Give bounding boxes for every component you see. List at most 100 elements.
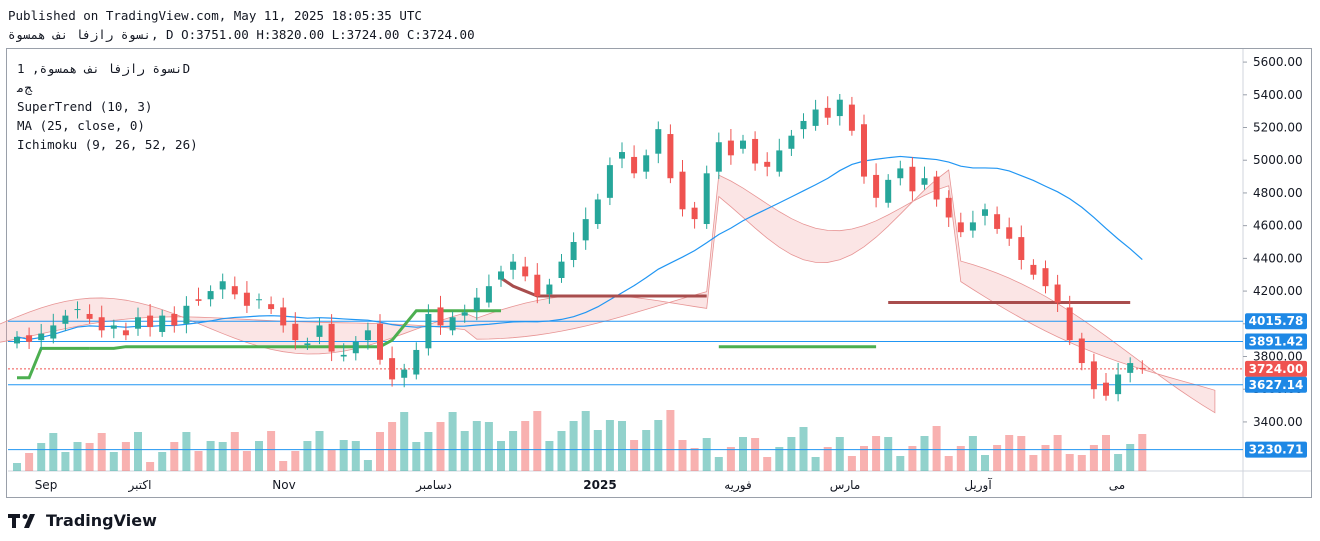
- time-axis-label: آوريل: [964, 477, 992, 493]
- candle-body: [582, 219, 589, 241]
- volume-bar: [424, 432, 433, 471]
- candle-body: [159, 315, 166, 332]
- candle-body: [1103, 382, 1109, 396]
- candle-body: [122, 330, 129, 336]
- chart-frame[interactable]: [6, 48, 1312, 498]
- volume-bar: [896, 456, 905, 471]
- volume-bar: [1114, 454, 1123, 471]
- candle-body: [74, 309, 81, 311]
- price-label-text: 3230.71: [1249, 443, 1304, 457]
- volume-bar: [581, 411, 590, 471]
- candle-body: [62, 315, 69, 324]
- legend-ichimoku[interactable]: Ichimoku (9, 26, 52, 26): [17, 137, 198, 152]
- candle-body: [861, 124, 867, 177]
- volume-bar: [388, 422, 397, 471]
- candle-body: [473, 297, 480, 311]
- volume-bar: [158, 452, 167, 471]
- price-axis: 3400.003600.003800.004000.004200.004400.…: [1243, 55, 1307, 458]
- price-tick-label: 5600.00: [1253, 55, 1303, 69]
- moving-average-line: [16, 155, 1143, 340]
- legend-symbol: نسوة رازفا نف همسوة, 1D: [17, 61, 191, 76]
- volume-bar: [61, 452, 70, 471]
- candle-body: [425, 313, 432, 349]
- volume-bar: [327, 450, 336, 471]
- candle-body: [110, 325, 117, 329]
- candle-body: [546, 284, 553, 295]
- volume-bar: [291, 451, 300, 471]
- legend-supertrend[interactable]: SuperTrend (10, 3): [17, 99, 153, 114]
- candle-body: [207, 291, 214, 300]
- candle-body: [969, 222, 976, 231]
- supertrend-segment: [17, 346, 90, 380]
- candle-body: [558, 261, 565, 278]
- candle-body: [1115, 374, 1122, 395]
- candle-body: [1066, 307, 1073, 341]
- candle-body: [534, 274, 541, 296]
- candle-body: [14, 336, 20, 344]
- tradingview-brand[interactable]: TradingView: [8, 511, 157, 530]
- volume-bar: [37, 443, 46, 471]
- time-axis-label: Sep: [35, 478, 58, 492]
- candle-body: [619, 152, 625, 159]
- volume-bar: [472, 421, 481, 471]
- volume-bar: [339, 440, 348, 471]
- volume-bar: [303, 441, 312, 471]
- volume-bar: [860, 446, 868, 471]
- candle-body: [510, 261, 517, 270]
- candle-body: [1018, 237, 1025, 260]
- candle-body: [437, 307, 444, 326]
- candle-body: [740, 140, 746, 149]
- volume-bar: [194, 451, 203, 471]
- volume-bar: [509, 431, 518, 471]
- candle-body: [268, 304, 275, 310]
- horizontal-levels: [8, 320, 1243, 451]
- candle-body: [195, 299, 202, 301]
- time-axis-label: مى: [1109, 478, 1125, 492]
- volume-bar: [932, 426, 941, 471]
- candle-body: [836, 99, 843, 117]
- candle-body: [401, 369, 408, 378]
- volume-bar: [993, 445, 1002, 471]
- time-axis-label: 2025: [583, 478, 616, 492]
- volume-bar: [230, 432, 239, 471]
- volume-bar: [436, 422, 445, 471]
- candle-body: [727, 140, 734, 156]
- volume-bar: [811, 457, 820, 471]
- volume-bar: [642, 430, 651, 471]
- volume-bar: [1077, 455, 1086, 471]
- candle-body: [667, 134, 674, 179]
- candle-body: [243, 292, 250, 306]
- volume-bar: [775, 447, 784, 471]
- time-axis: Sep اكتبر Nov دسامبر 2025 فوريه مارس آوريل مى: [35, 477, 1126, 493]
- price-label-badge: [1245, 360, 1307, 377]
- volume-bar: [1053, 435, 1062, 471]
- candle-body: [135, 317, 141, 329]
- volume-bars: [13, 410, 1147, 471]
- candle-body: [570, 242, 577, 260]
- candle-body: [485, 286, 492, 303]
- candle-body: [1127, 363, 1134, 373]
- time-axis-label: Nov: [272, 478, 295, 492]
- volume-bar: [1138, 434, 1147, 471]
- candle-body: [1090, 361, 1097, 390]
- candle-body: [328, 323, 335, 352]
- volume-bar: [799, 427, 808, 471]
- candle-body: [764, 161, 771, 167]
- candle-body: [304, 343, 311, 346]
- legend-ma[interactable]: MA (25, close, 0): [17, 118, 145, 133]
- volume-bar: [702, 438, 711, 471]
- candle-body: [752, 138, 759, 164]
- volume-bar: [763, 457, 772, 471]
- candle-body: [631, 156, 638, 174]
- candle-body: [449, 317, 456, 331]
- candle-body: [522, 266, 529, 277]
- legend-exchange: ﺞﻣ: [17, 80, 33, 95]
- candle-body: [848, 104, 855, 131]
- volume-bar: [557, 431, 566, 471]
- price-label-text: 3627.14: [1249, 378, 1304, 392]
- candle-body: [86, 313, 93, 319]
- price-label-text: 3891.42: [1249, 335, 1304, 349]
- volume-bar: [218, 442, 227, 471]
- candle-body: [679, 171, 686, 210]
